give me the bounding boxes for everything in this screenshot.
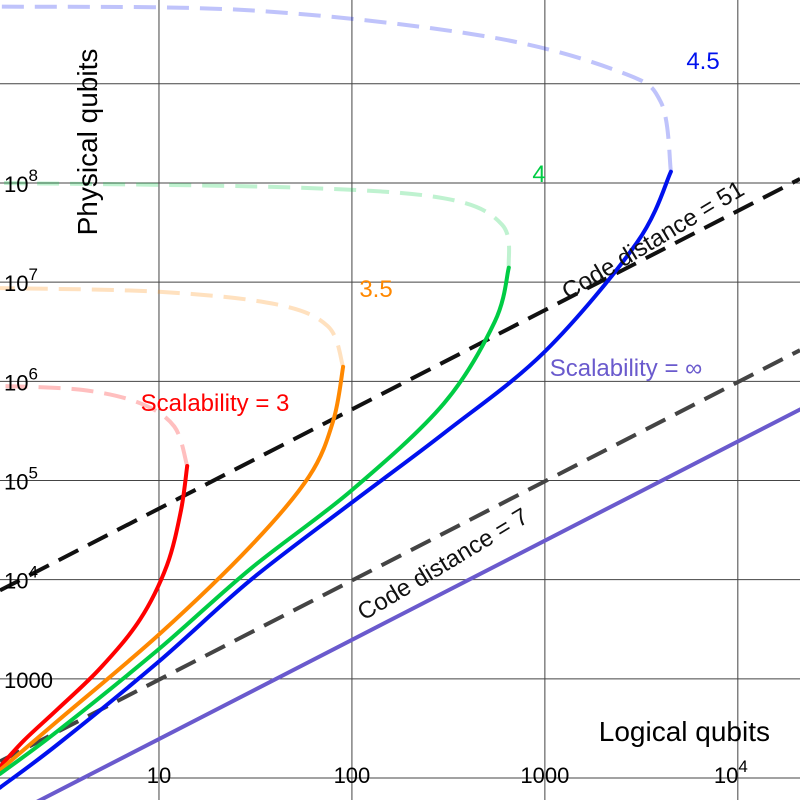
scalability-curve-extension <box>0 4 673 172</box>
x-axis-title: Logical qubits <box>599 716 770 747</box>
code-distance-line <box>0 177 800 593</box>
x-tick-label: 1000 <box>520 763 569 788</box>
scalability-curve-extension <box>0 286 346 368</box>
y-axis-title: Physical qubits <box>72 49 103 236</box>
x-tick-label: 100 <box>334 763 371 788</box>
scalability-curve <box>36 407 800 800</box>
curve-label: Scalability = ∞ <box>550 355 703 382</box>
y-tick-label: 108 <box>4 166 38 197</box>
y-tick-label: 106 <box>4 364 38 395</box>
scalability-curve <box>0 464 190 769</box>
y-tick-label: 104 <box>4 563 38 594</box>
scalability-curves <box>0 4 800 800</box>
code-distance-label: Code distance = 7 <box>353 503 533 626</box>
y-tick-label: 105 <box>4 463 38 494</box>
curve-label: Scalability = 3 <box>141 390 290 417</box>
x-tick-label: 104 <box>714 757 748 788</box>
code-distance-line <box>0 348 800 764</box>
curve-label: 4 <box>532 161 545 188</box>
scalability-curve-extension <box>0 383 190 467</box>
labels: 1000 104 105 106 107 108 10 100 1000 104 Logical q… <box>4 48 770 788</box>
y-tick-label: 1000 <box>4 668 53 693</box>
reference-lines <box>0 177 800 764</box>
x-tick-label: 10 <box>147 763 171 788</box>
scalability-curve-extension <box>0 181 512 268</box>
scalability-curve <box>0 364 346 773</box>
curve-label: 4.5 <box>686 48 719 75</box>
scalability-curve <box>0 169 673 790</box>
y-tick-label: 107 <box>4 265 38 296</box>
scalability-curve <box>0 265 511 776</box>
curve-label: 3.5 <box>359 276 392 303</box>
code-distance-label: Code distance = 51 <box>557 176 749 306</box>
